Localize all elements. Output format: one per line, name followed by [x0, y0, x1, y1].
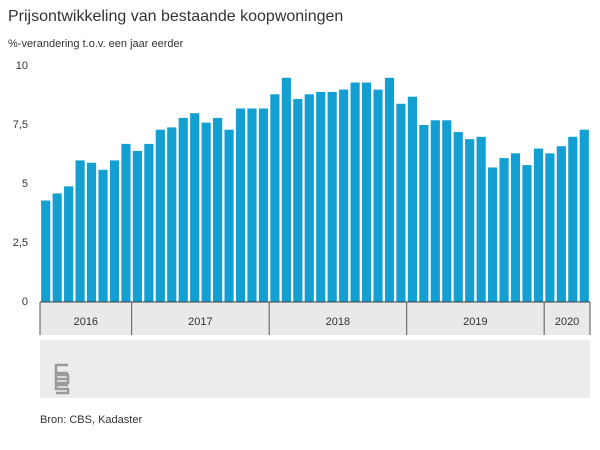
bar: [247, 108, 257, 302]
x-group-label: 2020: [555, 316, 579, 328]
bar: [545, 153, 555, 302]
bar: [373, 89, 383, 302]
bar: [235, 108, 246, 302]
bar: [453, 132, 463, 302]
y-tick-label: 7,5: [13, 119, 28, 131]
bar: [293, 99, 303, 302]
source-note: Bron: CBS, Kadaster: [40, 414, 142, 426]
bar: [132, 150, 142, 302]
bar: [98, 169, 108, 302]
bar: [339, 89, 349, 302]
bar: [533, 148, 544, 302]
bar: [155, 129, 165, 302]
x-group-label: 2016: [74, 316, 98, 328]
bar: [442, 120, 452, 302]
bar: [86, 162, 97, 302]
bar: [522, 165, 532, 302]
bar: [568, 136, 578, 302]
x-group-label: 2017: [188, 316, 212, 328]
x-axis-band: [40, 303, 590, 335]
bar: [224, 129, 234, 302]
y-tick-label: 0: [22, 296, 28, 308]
bar: [579, 129, 589, 302]
bar: [281, 77, 291, 302]
bar: [52, 193, 62, 302]
chart-subtitle: %-verandering t.o.v. een jaar eerder: [8, 38, 184, 50]
bar: [419, 125, 429, 302]
bar: [510, 153, 521, 302]
bar: [327, 91, 337, 303]
bar: [384, 77, 395, 302]
bar: [430, 120, 440, 302]
x-group-label: 2019: [463, 316, 487, 328]
bar: [64, 186, 74, 302]
y-tick-label: 5: [22, 178, 28, 190]
y-tick-label: 2,5: [13, 237, 28, 249]
bar: [556, 146, 566, 302]
bar: [75, 160, 85, 302]
bar: [258, 108, 269, 302]
bar: [144, 143, 154, 302]
bar: [316, 91, 326, 303]
bar: [167, 127, 177, 302]
chart-title: Prijsontwikkeling van bestaande koopwoni…: [8, 8, 343, 25]
bar: [190, 113, 200, 302]
bar: [270, 94, 280, 302]
bar: [396, 103, 406, 302]
y-tick-label: 10: [16, 60, 28, 72]
cbs-logo: [54, 363, 70, 395]
bar: [488, 167, 498, 302]
bar: [213, 117, 223, 302]
bar: [465, 139, 475, 302]
bar: [178, 117, 188, 302]
footer-panel: [40, 340, 590, 398]
bar: [350, 82, 360, 303]
x-group-label: 2018: [326, 316, 350, 328]
bar: [407, 96, 417, 303]
bar: [109, 160, 120, 302]
bar: [304, 94, 314, 302]
bar: [201, 122, 211, 302]
bar: [499, 158, 509, 302]
bar: [121, 143, 131, 302]
bar: [41, 200, 51, 302]
bar: [361, 82, 372, 303]
bar: [476, 136, 486, 302]
